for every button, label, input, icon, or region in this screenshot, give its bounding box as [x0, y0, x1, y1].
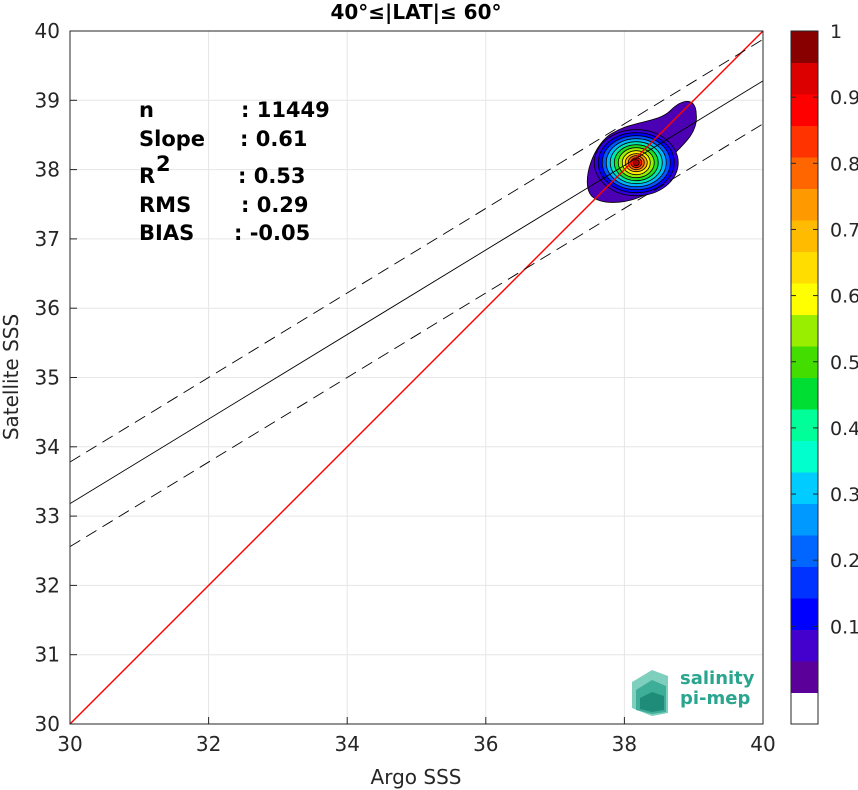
- x-tick-label: 40: [750, 732, 775, 756]
- y-tick-label: 40: [35, 19, 60, 43]
- colorbar-tick-label: 0.1: [830, 616, 858, 638]
- colorbar-segment: [791, 314, 818, 347]
- colorbar-tick-label: 0.5: [830, 352, 858, 374]
- colorbar-segment: [791, 125, 818, 158]
- x-tick-label: 36: [473, 732, 498, 756]
- colorbar: [790, 30, 819, 725]
- colorbar-segment: [791, 661, 818, 693]
- x-axis-label: Argo SSS: [371, 765, 462, 789]
- y-tick-label: 36: [35, 296, 60, 320]
- statistics-block: n : 11449 Slope : 0.61 R 2 : 0.53 RMS : 0.29 BIAS…: [139, 98, 330, 245]
- y-tick-label: 39: [35, 88, 60, 112]
- y-axis-ticks: 30 31 32 33 34 35 36 37 38 39 40: [35, 19, 77, 736]
- y-tick-label: 31: [35, 643, 60, 667]
- x-tick-label: 38: [612, 732, 637, 756]
- colorbar-tick-label: 0.2: [830, 550, 858, 572]
- stat-label-n: n: [139, 98, 154, 122]
- colorbar-segment: [791, 188, 818, 221]
- colorbar-tick-label: 0.3: [830, 484, 858, 506]
- identity-line: [70, 31, 763, 724]
- colorbar-tick-label: 0.7: [830, 219, 858, 241]
- colorbar-segment: [791, 440, 818, 473]
- salinity-pi-mep-logo: salinity pi-mep: [632, 668, 755, 716]
- x-tick-label: 32: [196, 732, 221, 756]
- grid: [69, 30, 764, 725]
- colorbar-tick-label: 0.9: [830, 87, 858, 109]
- y-tick-label: 30: [35, 712, 60, 736]
- colorbar-segment: [791, 31, 818, 63]
- logo-text-line1: salinity: [680, 668, 755, 689]
- colorbar-segment: [791, 503, 818, 536]
- colorbar-ticks: 0.1 0.2 0.3 0.4 0.5 0.6 0.7 0.8 0.9 1: [791, 21, 858, 638]
- colorbar-segment: [791, 692, 818, 725]
- upper-band-line: [70, 38, 763, 463]
- x-tick-label: 34: [334, 732, 359, 756]
- stat-value-bias: : -0.05: [234, 221, 310, 245]
- y-tick-label: 33: [35, 504, 60, 528]
- logo-text-line2: pi-mep: [680, 688, 750, 709]
- colorbar-frame: [790, 30, 819, 725]
- y-tick-label: 38: [35, 158, 60, 182]
- colorbar-segment: [791, 535, 818, 567]
- fit-lines: [70, 31, 763, 724]
- colorbar-tick-label: 0.4: [830, 418, 858, 440]
- colorbar-tick-label: 0.8: [830, 153, 858, 175]
- colorbar-tick-label: 1: [830, 21, 842, 43]
- stat-label-rms: RMS: [139, 193, 191, 217]
- y-axis-label: Satellite SSS: [0, 314, 23, 440]
- colorbar-segment: [791, 472, 818, 504]
- colorbar-segment: [791, 157, 818, 189]
- density-contour-12: [632, 159, 640, 167]
- colorbar-segment: [791, 566, 818, 599]
- colorbar-segment: [791, 629, 818, 662]
- stat-label-slope: Slope: [139, 127, 205, 151]
- y-tick-label: 37: [35, 227, 60, 251]
- colorbar-segment: [791, 220, 818, 252]
- stat-label-bias: BIAS: [139, 221, 194, 245]
- x-axis-ticks: 30 32 34 36 38 40: [57, 717, 776, 756]
- x-tick-label: 30: [57, 732, 82, 756]
- stat-label-r: R: [139, 164, 155, 188]
- stat-value-rms: : 0.29: [241, 193, 309, 217]
- y-tick-label: 32: [35, 573, 60, 597]
- regression-line: [70, 80, 763, 505]
- stat-superscript: 2: [156, 152, 171, 176]
- y-tick-label: 34: [35, 435, 60, 459]
- colorbar-tick-label: 0.6: [830, 286, 858, 308]
- stat-value-n: : 11449: [241, 98, 330, 122]
- stat-value-r: : 0.53: [238, 164, 306, 188]
- colorbar-segment: [791, 62, 818, 95]
- colorbar-segment: [791, 598, 818, 630]
- stat-value-slope: : 0.61: [240, 127, 308, 151]
- colorbar-segment: [791, 409, 818, 441]
- colorbar-segment: [791, 251, 818, 284]
- lower-band-line: [70, 123, 763, 547]
- chart-title: 40°≤|LAT|≤ 60°: [330, 0, 501, 24]
- colorbar-segment: [791, 94, 818, 126]
- colorbar-segment: [791, 377, 818, 410]
- y-tick-label: 35: [35, 366, 60, 390]
- colorbar-segment: [791, 283, 818, 315]
